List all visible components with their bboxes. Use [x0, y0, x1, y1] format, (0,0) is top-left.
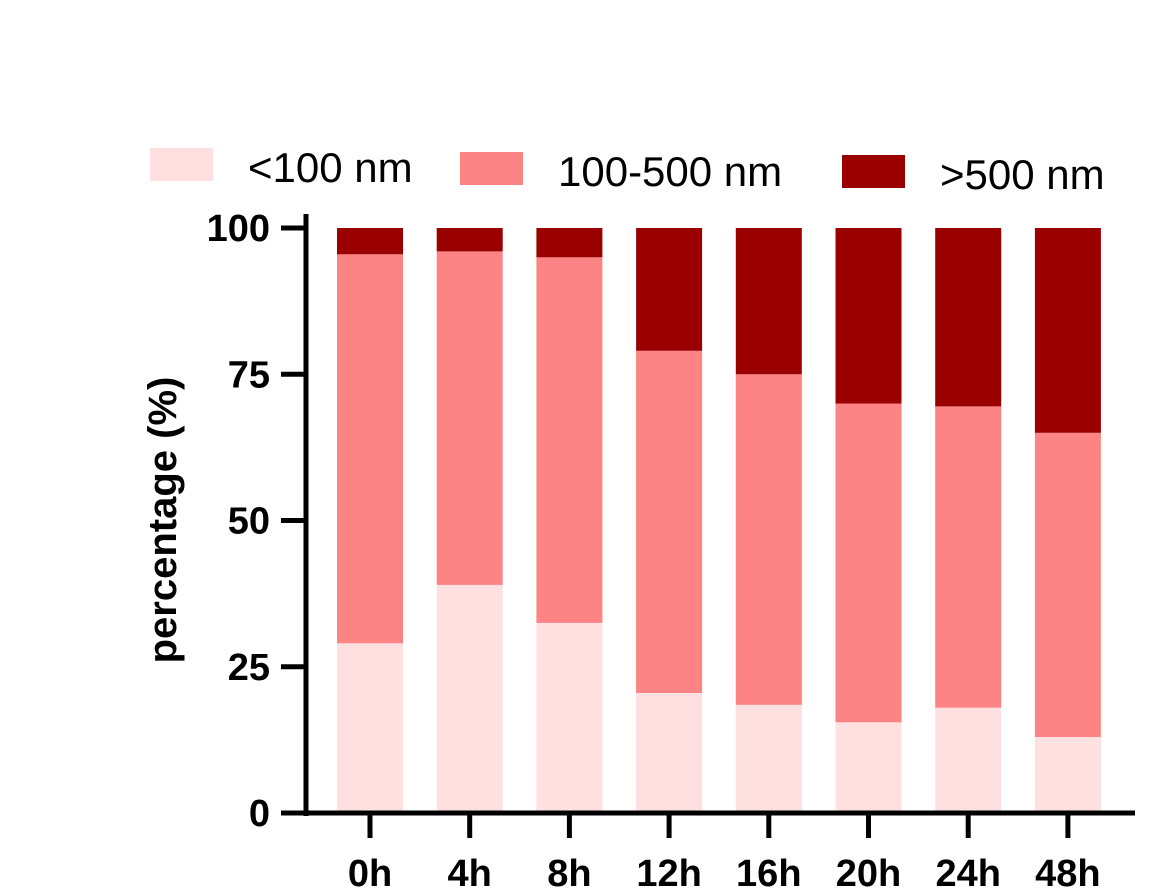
axes	[303, 214, 1135, 816]
x-tick-label-8h: 8h	[547, 853, 591, 893]
bar-segment-48h-series-2	[1034, 228, 1101, 433]
y-axis-title: percentage (%)	[141, 377, 185, 664]
bar-segment-24h-series-2	[935, 228, 1002, 407]
x-tick-label-20h: 20h	[836, 853, 901, 893]
bar-segment-24h-series-1	[935, 406, 1002, 708]
bar-segment-16h-series-0	[735, 704, 802, 813]
bar-segment-12h-series-1	[636, 350, 703, 693]
bar-segment-8h-series-0	[536, 622, 603, 813]
legend-label-gt500: >500 nm	[940, 151, 1105, 198]
x-ticks: 0h 4h 8h 12h 16h 20h 24h 48h	[348, 813, 1101, 893]
x-tick-label-4h: 4h	[448, 853, 492, 893]
bar-segment-20h-series-0	[835, 722, 902, 813]
bar-segment-48h-series-1	[1034, 432, 1101, 737]
y-tick-label-0: 0	[249, 793, 270, 835]
bar-segment-0h-series-0	[337, 643, 403, 813]
y-tick-label-75: 75	[228, 354, 270, 396]
bar-segment-4h-series-0	[436, 584, 503, 813]
bar-segment-12h-series-2	[636, 228, 703, 351]
bar-segment-48h-series-0	[1034, 737, 1101, 813]
legend-label-100-500: 100-500 nm	[558, 148, 782, 195]
bar-segment-20h-series-2	[835, 228, 902, 404]
bars	[337, 228, 1101, 813]
bar-segment-20h-series-1	[835, 403, 902, 723]
x-tick-label-12h: 12h	[636, 853, 701, 893]
bar-segment-8h-series-2	[536, 228, 603, 258]
x-tick-label-48h: 48h	[1035, 853, 1100, 893]
legend: <100 nm 100-500 nm >500 nm	[150, 144, 1105, 198]
bar-segment-16h-series-2	[735, 228, 802, 375]
x-tick-label-24h: 24h	[935, 853, 1000, 893]
y-tick-label-100: 100	[207, 208, 270, 250]
bar-segment-12h-series-0	[636, 693, 703, 813]
legend-swatch-100-500	[460, 152, 523, 185]
y-tick-label-25: 25	[228, 647, 270, 689]
x-tick-label-16h: 16h	[736, 853, 801, 893]
bar-segment-0h-series-2	[337, 228, 403, 255]
bar-segment-4h-series-1	[436, 251, 503, 585]
y-tick-label-50: 50	[228, 501, 270, 543]
bar-segment-0h-series-1	[337, 254, 403, 644]
legend-swatch-gt500	[842, 155, 905, 188]
bar-segment-16h-series-1	[735, 374, 802, 705]
x-tick-label-0h: 0h	[348, 853, 392, 893]
bar-segment-24h-series-0	[935, 707, 1002, 813]
legend-swatch-lt100	[150, 148, 213, 181]
bar-segment-8h-series-1	[536, 257, 603, 623]
bar-segment-4h-series-2	[436, 228, 503, 252]
y-ticks: 0 25 50 75 100	[207, 208, 306, 835]
legend-label-lt100: <100 nm	[248, 144, 413, 191]
